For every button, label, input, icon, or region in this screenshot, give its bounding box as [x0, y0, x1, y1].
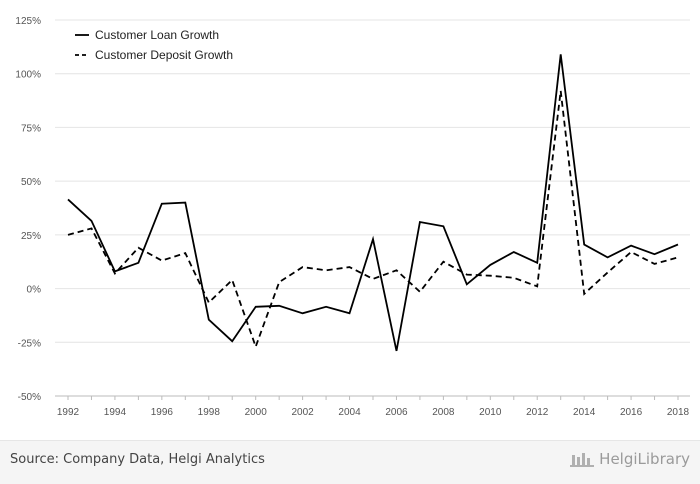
y-tick-label: 100% — [15, 70, 41, 81]
series-lines — [67, 54, 679, 352]
gridlines — [55, 19, 690, 397]
legend: Customer Loan Growth Customer Deposit Gro… — [75, 28, 233, 62]
legend-label: Customer Deposit Growth — [95, 48, 233, 62]
y-tick-label: -50% — [18, 392, 41, 403]
x-tick-label: 1996 — [151, 407, 174, 418]
x-tick-label: 2012 — [526, 407, 549, 418]
y-tick-label: -25% — [18, 338, 41, 349]
library-icon — [570, 453, 595, 467]
loan-growth-line — [67, 54, 679, 352]
x-tick-label: 1992 — [57, 407, 80, 418]
line-chart: 125% 100% 75% 50% 25% 0% -25% -50% 1992 1994 1996… — [15, 16, 690, 418]
y-tick-label: 25% — [21, 231, 41, 242]
x-tick-label: 1998 — [198, 407, 221, 418]
x-tick-label: 2014 — [573, 407, 596, 418]
x-tick-label: 2004 — [338, 407, 361, 418]
y-tick-label: 50% — [21, 177, 41, 188]
brand-logo: HelgiLibrary — [569, 450, 690, 468]
x-tick-label: 2018 — [667, 407, 690, 418]
source-note: Source: Company Data, Helgi Analytics — [10, 452, 265, 467]
x-tick-label: 2006 — [385, 407, 408, 418]
x-tick-label: 2010 — [479, 407, 502, 418]
y-tick-label: 125% — [15, 16, 41, 27]
x-tick-label: 2002 — [291, 407, 314, 418]
legend-label: Customer Loan Growth — [95, 28, 219, 42]
y-tick-label: 75% — [21, 123, 41, 134]
y-axis-ticks: 125% 100% 75% 50% 25% 0% -25% -50% — [15, 16, 41, 403]
x-tick-label: 2008 — [432, 407, 455, 418]
x-tick-label: 2016 — [620, 407, 643, 418]
brand-name: HelgiLibrary — [599, 450, 690, 468]
footer: Source: Company Data, Helgi Analytics He… — [0, 440, 700, 484]
x-axis: 1992 1994 1996 1998 2000 2002 2004 2006 2008 2010… — [55, 395, 690, 418]
x-tick-label: 2000 — [245, 407, 268, 418]
deposit-growth-line — [67, 90, 679, 350]
x-tick-label: 1994 — [104, 407, 127, 418]
y-tick-label: 0% — [27, 285, 42, 296]
